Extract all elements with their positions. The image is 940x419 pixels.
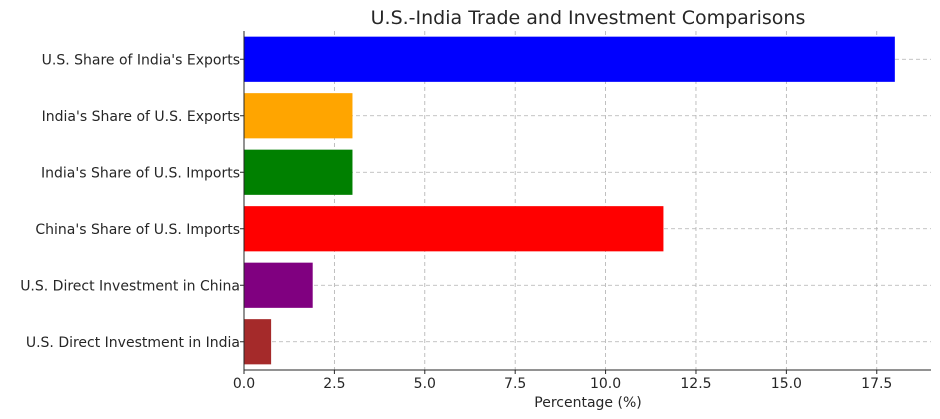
y-ticks: U.S. Share of India's Exports India's Sha… <box>20 52 244 351</box>
bars <box>244 36 895 365</box>
bar <box>244 206 664 252</box>
x-tick-label: 15.0 <box>771 376 802 392</box>
y-tick-label: India's Share of U.S. Imports <box>41 165 240 181</box>
x-ticks: 0.0 2.5 5.0 7.5 10.0 12.5 15.0 17.5 <box>233 370 892 392</box>
x-axis-label: Percentage (%) <box>534 395 641 411</box>
bar <box>244 319 272 365</box>
x-tick-label: 7.5 <box>504 376 526 392</box>
axes <box>243 31 931 371</box>
bar <box>244 262 313 308</box>
x-tick-label: 17.5 <box>861 376 892 392</box>
chart-title: U.S.-India Trade and Investment Comparis… <box>371 7 806 29</box>
x-tick-label: 12.5 <box>680 376 711 392</box>
y-tick-label: U.S. Direct Investment in China <box>20 278 240 294</box>
bar <box>244 36 895 82</box>
y-tick-label: India's Share of U.S. Exports <box>42 109 240 125</box>
bar <box>244 149 353 195</box>
x-tick-label: 2.5 <box>323 376 345 392</box>
y-tick-label: U.S. Share of India's Exports <box>42 52 240 68</box>
x-tick-label: 0.0 <box>233 376 255 392</box>
y-tick-label: China's Share of U.S. Imports <box>35 222 240 238</box>
bar <box>244 93 353 139</box>
x-tick-label: 10.0 <box>590 376 621 392</box>
y-tick-label: U.S. Direct Investment in India <box>26 335 240 351</box>
x-tick-label: 5.0 <box>414 376 436 392</box>
